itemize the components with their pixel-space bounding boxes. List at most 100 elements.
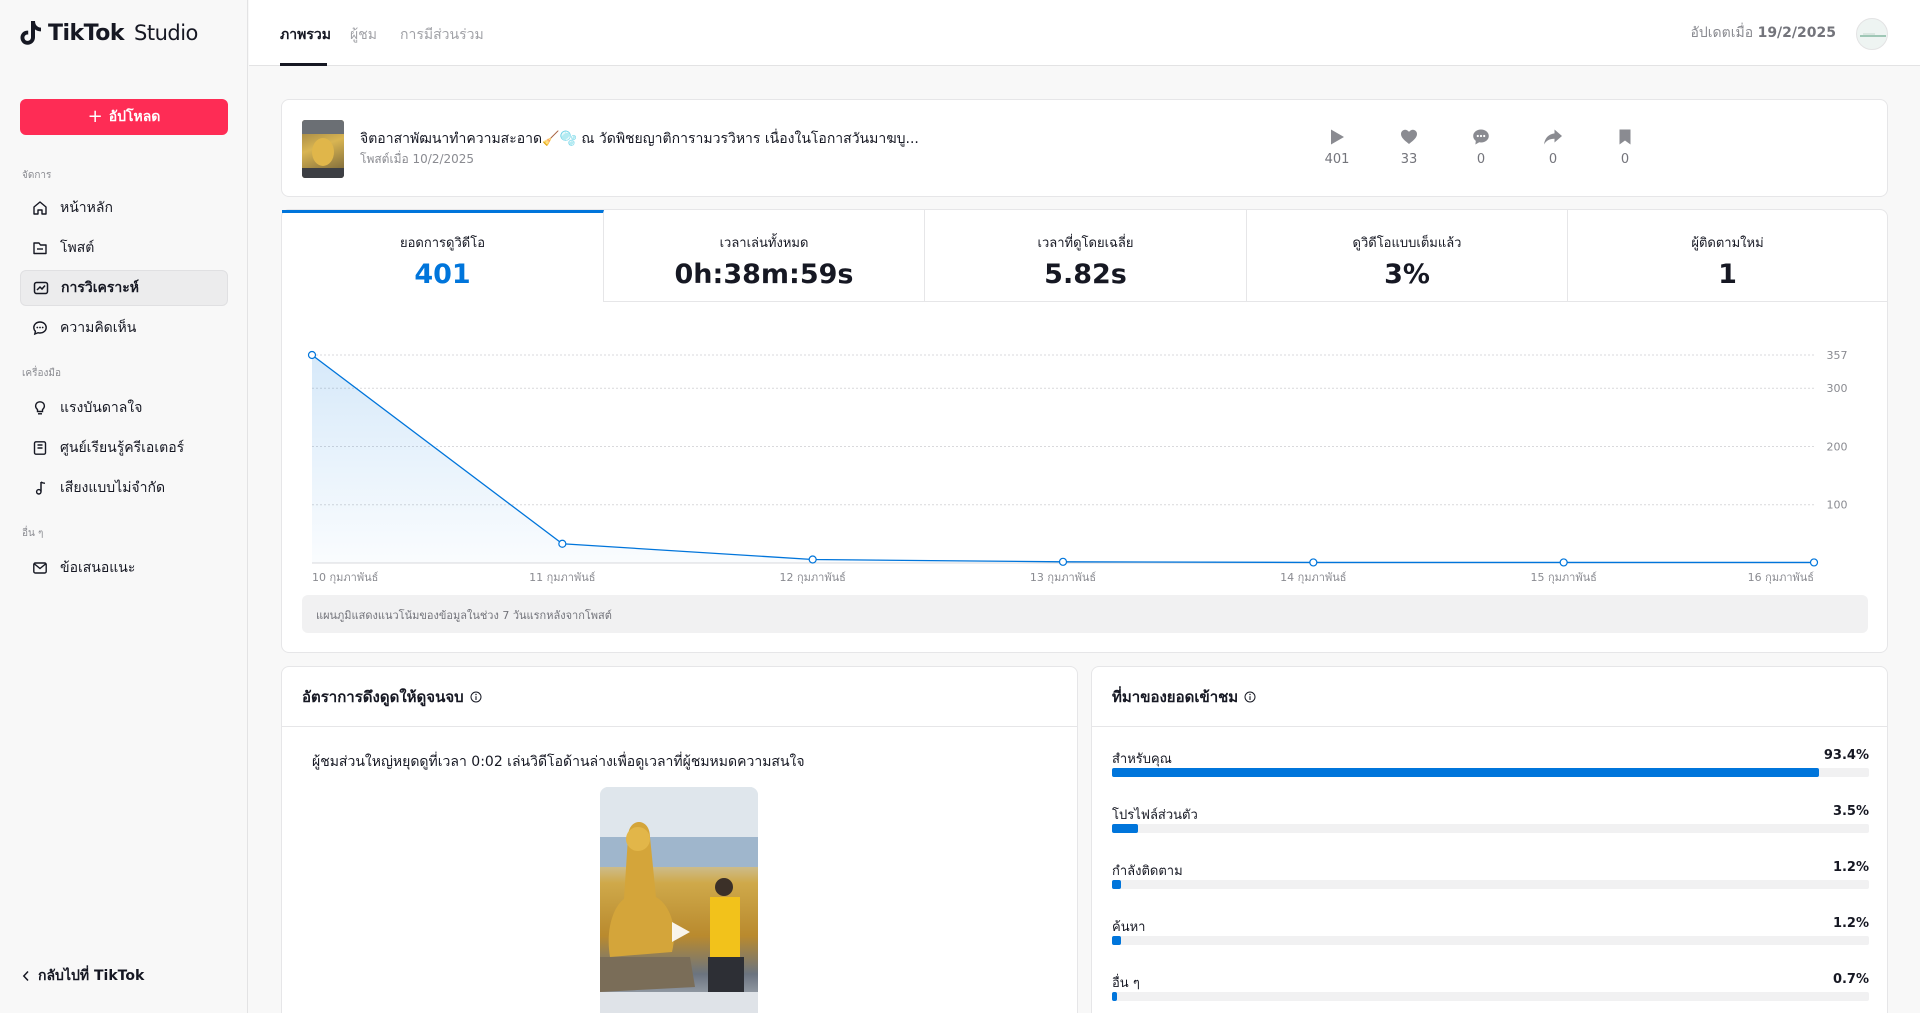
comments-count: 0 [1476, 152, 1486, 167]
lightbulb-icon [34, 401, 46, 415]
book-icon [33, 441, 47, 455]
updated-prefix: อัปเดตเมื่อ [1690, 25, 1754, 41]
chart-data-point[interactable] [808, 555, 817, 564]
sidebar-item-label: เสียงแบบไม่จำกัด [60, 480, 166, 496]
sidebar-item-inspiration[interactable]: แรงบันดาลใจ [20, 390, 228, 426]
metric-value: 0h:38m:59s [674, 259, 854, 290]
metric-label: เวลาที่ดูโดยเฉลี่ย [1037, 236, 1134, 251]
brand-name: TikTok [48, 20, 125, 46]
sidebar-item-feedback[interactable]: ข้อเสนอแนะ [20, 550, 228, 586]
retention-description: ผู้ชมส่วนใหญ่หยุดดูที่เวลา 0:02 เล่นวิดี… [312, 754, 805, 770]
back-to-tiktok-link[interactable]: กลับไปที่ TikTok [22, 965, 144, 987]
sidebar-item-label: ข้อเสนอแนะ [60, 560, 136, 576]
chart-data-point[interactable] [1309, 558, 1318, 567]
top-bar: ภาพรวม ผู้ชม การมีส่วนร่วม อัปเดตเมื่อ 1… [249, 0, 1920, 66]
traffic-source-row: โปรไฟล์ส่วนตัว 3.5% [1112, 804, 1869, 833]
thumbnail-image-icon [302, 120, 344, 178]
metric-tab-video-views[interactable]: ยอดการดูวิดีโอ 401 [282, 210, 604, 302]
chart-data-point[interactable] [1559, 558, 1568, 567]
mail-icon [33, 562, 47, 574]
traffic-source-label: โปรไฟล์ส่วนตัว [1112, 808, 1198, 823]
chart-data-point[interactable] [558, 539, 567, 548]
tiktok-studio-logo[interactable]: TikTok Studio [20, 20, 198, 46]
metrics-card: ยอดการดูวิดีโอ 401 เวลาเล่นทั้งหมด 0h:38… [281, 209, 1888, 653]
chart-x-tick-label: 13 กุมภาพันธ์ [1030, 571, 1096, 584]
metric-tab-watched-full-video[interactable]: ดูวิดีโอแบบเต็มแล้ว 3% [1247, 210, 1568, 302]
traffic-source-bar-fill [1112, 768, 1820, 777]
traffic-title: ที่มาของยอดเข้าชม [1112, 687, 1239, 706]
views-count: 401 [1324, 152, 1350, 167]
sidebar-item-comments[interactable]: ความคิดเห็น [20, 310, 228, 346]
tab-engagement[interactable]: การมีส่วนร่วม [400, 27, 484, 43]
chart-y-tick-label: 100 [1827, 499, 1848, 512]
chart-area-fill [312, 355, 1814, 563]
section-label-others: อื่น ๆ [22, 528, 44, 539]
metric-label: เวลาเล่นทั้งหมด [719, 236, 809, 251]
traffic-source-bar-track [1112, 824, 1869, 833]
analytics-icon [33, 281, 49, 295]
chart-data-point[interactable] [1058, 557, 1068, 566]
metric-value: 3% [1384, 259, 1430, 290]
info-icon[interactable] [1244, 691, 1256, 703]
traffic-source-percent: 1.2% [1832, 916, 1869, 931]
comment-bubble-icon [1473, 129, 1489, 145]
traffic-source-percent: 1.2% [1832, 860, 1869, 875]
video-title: จิตอาสาพัฒนาทำความสะอาด🧹🫧 ณ วัดพิชยญาติก… [360, 131, 919, 147]
buddha-statue-image-icon [600, 787, 758, 1013]
chart-data-point[interactable] [1809, 558, 1819, 567]
traffic-source-bar-fill [1112, 992, 1118, 1001]
shares-stat: 0 [1533, 128, 1573, 167]
chevron-left-icon [22, 970, 29, 982]
updated-date: 19/2/2025 [1757, 25, 1836, 41]
sidebar-item-home[interactable]: หน้าหลัก [20, 190, 228, 226]
sidebar-item-label: หน้าหลัก [60, 200, 113, 216]
chart-x-tick-label: 14 กุมภาพันธ์ [1280, 571, 1346, 584]
metric-tab-total-play-time[interactable]: เวลาเล่นทั้งหมด 0h:38m:59s [604, 210, 925, 302]
shares-count: 0 [1548, 152, 1558, 167]
tab-overview[interactable]: ภาพรวม [280, 27, 331, 43]
metric-value: 5.82s [1044, 259, 1127, 290]
views-line-chart: 10 กุมภาพันธ์ 11 กุมภาพันธ์ 12 กุมภาพันธ์ 1… [307, 349, 1848, 584]
upload-button[interactable]: + อัปโหลด [20, 99, 228, 135]
avatar[interactable] [1856, 18, 1888, 50]
chart-x-tick-label: 16 กุมภาพันธ์ [1748, 571, 1814, 584]
chart-x-tick-label: 10 กุมภาพันธ์ [312, 571, 378, 584]
views-stat: 401 [1317, 128, 1357, 167]
traffic-source-percent: 3.5% [1832, 804, 1869, 819]
likes-count: 33 [1400, 152, 1418, 167]
chart-y-tick-label: 357 [1827, 349, 1848, 362]
heart-icon [1401, 129, 1417, 144]
play-overlay-icon[interactable] [664, 917, 694, 947]
video-summary-card: จิตอาสาพัฒนาทำความสะอาด🧹🫧 ณ วัดพิชยญาติก… [281, 99, 1888, 197]
play-icon [1331, 129, 1344, 145]
tab-viewers[interactable]: ผู้ชม [350, 27, 377, 43]
metric-label: ยอดการดูวิดีโอ [400, 236, 485, 251]
video-post-date: โพสต์เมื่อ 10/2/2025 [360, 152, 475, 166]
retention-title: อัตราการดึงดูดให้ดูจนจบ [302, 687, 464, 706]
retention-video-player[interactable] [600, 787, 758, 1013]
sidebar-item-posts[interactable]: โพสต์ [20, 230, 228, 266]
sidebar-item-label: โพสต์ [60, 240, 95, 256]
metric-tab-average-watch-time[interactable]: เวลาที่ดูโดยเฉลี่ย 5.82s [925, 210, 1247, 302]
share-icon [1544, 129, 1562, 145]
avatar-image-icon [1860, 33, 1886, 37]
comments-stat: 0 [1461, 128, 1501, 167]
sidebar-item-label: การวิเคราะห์ [61, 280, 139, 296]
bookmark-icon [1619, 129, 1631, 145]
traffic-source-bar-track [1112, 880, 1869, 889]
sidebar-item-analytics[interactable]: การวิเคราะห์ [20, 270, 228, 306]
traffic-source-bar-track [1112, 768, 1869, 777]
metric-tab-new-followers[interactable]: ผู้ติดตามใหม่ 1 [1568, 210, 1887, 302]
info-icon[interactable] [470, 691, 482, 703]
traffic-source-row: ค้นหา 1.2% [1112, 916, 1869, 945]
chart-data-point[interactable] [307, 350, 317, 360]
traffic-source-row: สำหรับคุณ 93.4% [1112, 748, 1869, 777]
chart-x-tick-label: 12 กุมภาพันธ์ [780, 571, 846, 584]
comment-icon [33, 321, 47, 336]
saves-count: 0 [1620, 152, 1630, 167]
traffic-source-bar-fill [1112, 880, 1122, 889]
video-thumbnail[interactable] [302, 120, 344, 178]
sidebar-item-creator-academy[interactable]: ศูนย์เรียนรู้ครีเอเตอร์ [20, 430, 228, 466]
product-name: Studio [134, 21, 198, 45]
sidebar-item-unlimited-sounds[interactable]: เสียงแบบไม่จำกัด [20, 470, 228, 506]
